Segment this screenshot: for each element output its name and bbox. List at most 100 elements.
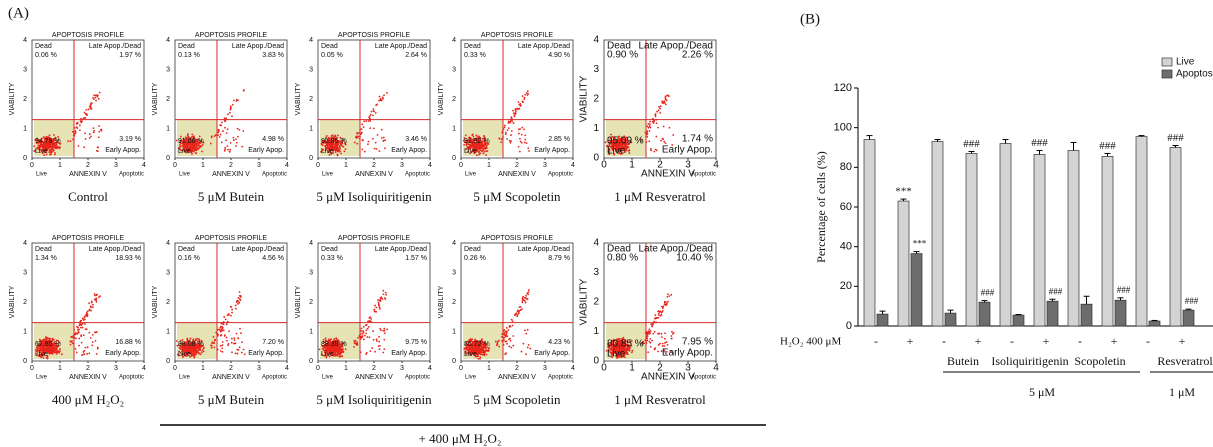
event-dot	[238, 291, 241, 293]
event-dot	[521, 126, 524, 129]
event-dot	[43, 347, 46, 350]
event-dot	[508, 338, 510, 341]
event-dot	[481, 351, 484, 354]
x-tick-label: 3	[400, 162, 404, 169]
y-tick-label: 1	[452, 125, 456, 132]
event-dot	[366, 327, 369, 330]
event-dot	[239, 299, 242, 302]
x-tick-label: 3	[400, 365, 404, 372]
quadrant-value: 95.85 %	[321, 138, 347, 145]
event-dot	[512, 122, 515, 125]
event-dot	[90, 309, 92, 312]
event-dot	[365, 353, 367, 356]
quadrant-value: 7.95 %	[682, 337, 713, 348]
event-dot	[242, 348, 245, 351]
event-dot	[229, 108, 232, 111]
x-tick-label: 1	[629, 363, 635, 374]
event-dot	[661, 345, 664, 347]
event-dot	[221, 341, 224, 343]
x-tick-label: 2	[229, 365, 233, 372]
event-dot	[666, 94, 668, 97]
event-dot	[233, 339, 236, 342]
event-dot	[37, 144, 40, 147]
event-dot	[196, 147, 199, 150]
event-dot	[654, 114, 657, 116]
y-tick-label: 0	[452, 155, 456, 162]
event-dot	[506, 129, 509, 132]
event-dot	[190, 136, 193, 139]
event-dot	[52, 149, 55, 152]
x-tick-label: 1	[344, 162, 348, 169]
event-dot	[363, 120, 366, 123]
event-dot	[510, 346, 513, 349]
x-tick-label: 4	[713, 363, 719, 374]
y-tick-label: 4	[593, 238, 599, 249]
event-dot	[180, 139, 183, 142]
event-dot	[225, 139, 228, 142]
event-dot	[44, 147, 46, 150]
bar	[999, 143, 1012, 327]
x-tick-label: +	[1111, 334, 1118, 348]
bar	[863, 139, 876, 327]
event-dot	[476, 150, 479, 152]
event-dot	[188, 148, 191, 151]
event-dot	[659, 107, 662, 110]
event-dot	[464, 134, 467, 137]
quadrant-label: Early Apop.	[662, 145, 713, 156]
event-dot	[362, 325, 365, 328]
x-tick-label: 2	[86, 162, 90, 169]
event-dot	[380, 128, 383, 131]
event-dot	[335, 136, 338, 139]
event-dot	[69, 140, 72, 143]
event-dot	[219, 124, 221, 126]
event-dot	[334, 352, 337, 355]
group-label: Resveratrol	[1157, 354, 1213, 368]
event-dot	[84, 138, 87, 140]
event-dot	[179, 148, 181, 150]
bar	[1033, 154, 1046, 327]
event-dot	[57, 135, 60, 138]
shared-caption: + 400 μM H₂O₂	[419, 431, 502, 446]
y-axis-label: Percentage of cells (%)	[814, 151, 828, 263]
event-dot	[477, 146, 479, 149]
group-label: Butein	[947, 354, 979, 368]
legend-label: Live	[1176, 57, 1195, 68]
event-dot	[519, 306, 522, 308]
event-dot	[55, 352, 58, 355]
x-tick-label: +	[907, 334, 914, 348]
event-dot	[471, 144, 474, 147]
event-dot	[53, 137, 56, 140]
event-dot	[379, 99, 382, 101]
event-dot	[485, 353, 488, 356]
event-dot	[95, 331, 98, 333]
event-dot	[505, 352, 508, 355]
event-dot	[54, 152, 57, 154]
x-axis-label: ANNEXIN V	[641, 169, 695, 180]
bar	[931, 141, 944, 327]
event-dot	[377, 303, 380, 306]
significance-mark: ***	[895, 186, 912, 198]
event-dot	[187, 142, 189, 145]
axis-end: Live	[322, 375, 334, 381]
event-dot	[199, 353, 202, 356]
quadrant-label: Dead	[464, 43, 481, 50]
event-dot	[90, 135, 92, 138]
event-dot	[44, 151, 47, 154]
event-dot	[512, 112, 515, 115]
x-tick-label: 4	[142, 365, 146, 372]
event-dot	[78, 344, 80, 347]
axis-end: Apoptotic	[119, 172, 144, 178]
event-dot	[510, 134, 512, 136]
y-tick-label: 4	[452, 240, 456, 247]
event-dot	[233, 337, 236, 340]
x-tick-label: 2	[372, 365, 376, 372]
x-axis-label: ANNEXIN V	[355, 171, 393, 178]
quadrant-value: 0.26 %	[464, 255, 486, 262]
event-dot	[99, 128, 102, 131]
event-dot	[479, 149, 482, 151]
event-dot	[225, 117, 228, 120]
event-dot	[214, 338, 216, 341]
event-dot	[175, 139, 178, 142]
quadrant-value: 0.06 %	[35, 52, 57, 59]
event-dot	[179, 145, 181, 148]
